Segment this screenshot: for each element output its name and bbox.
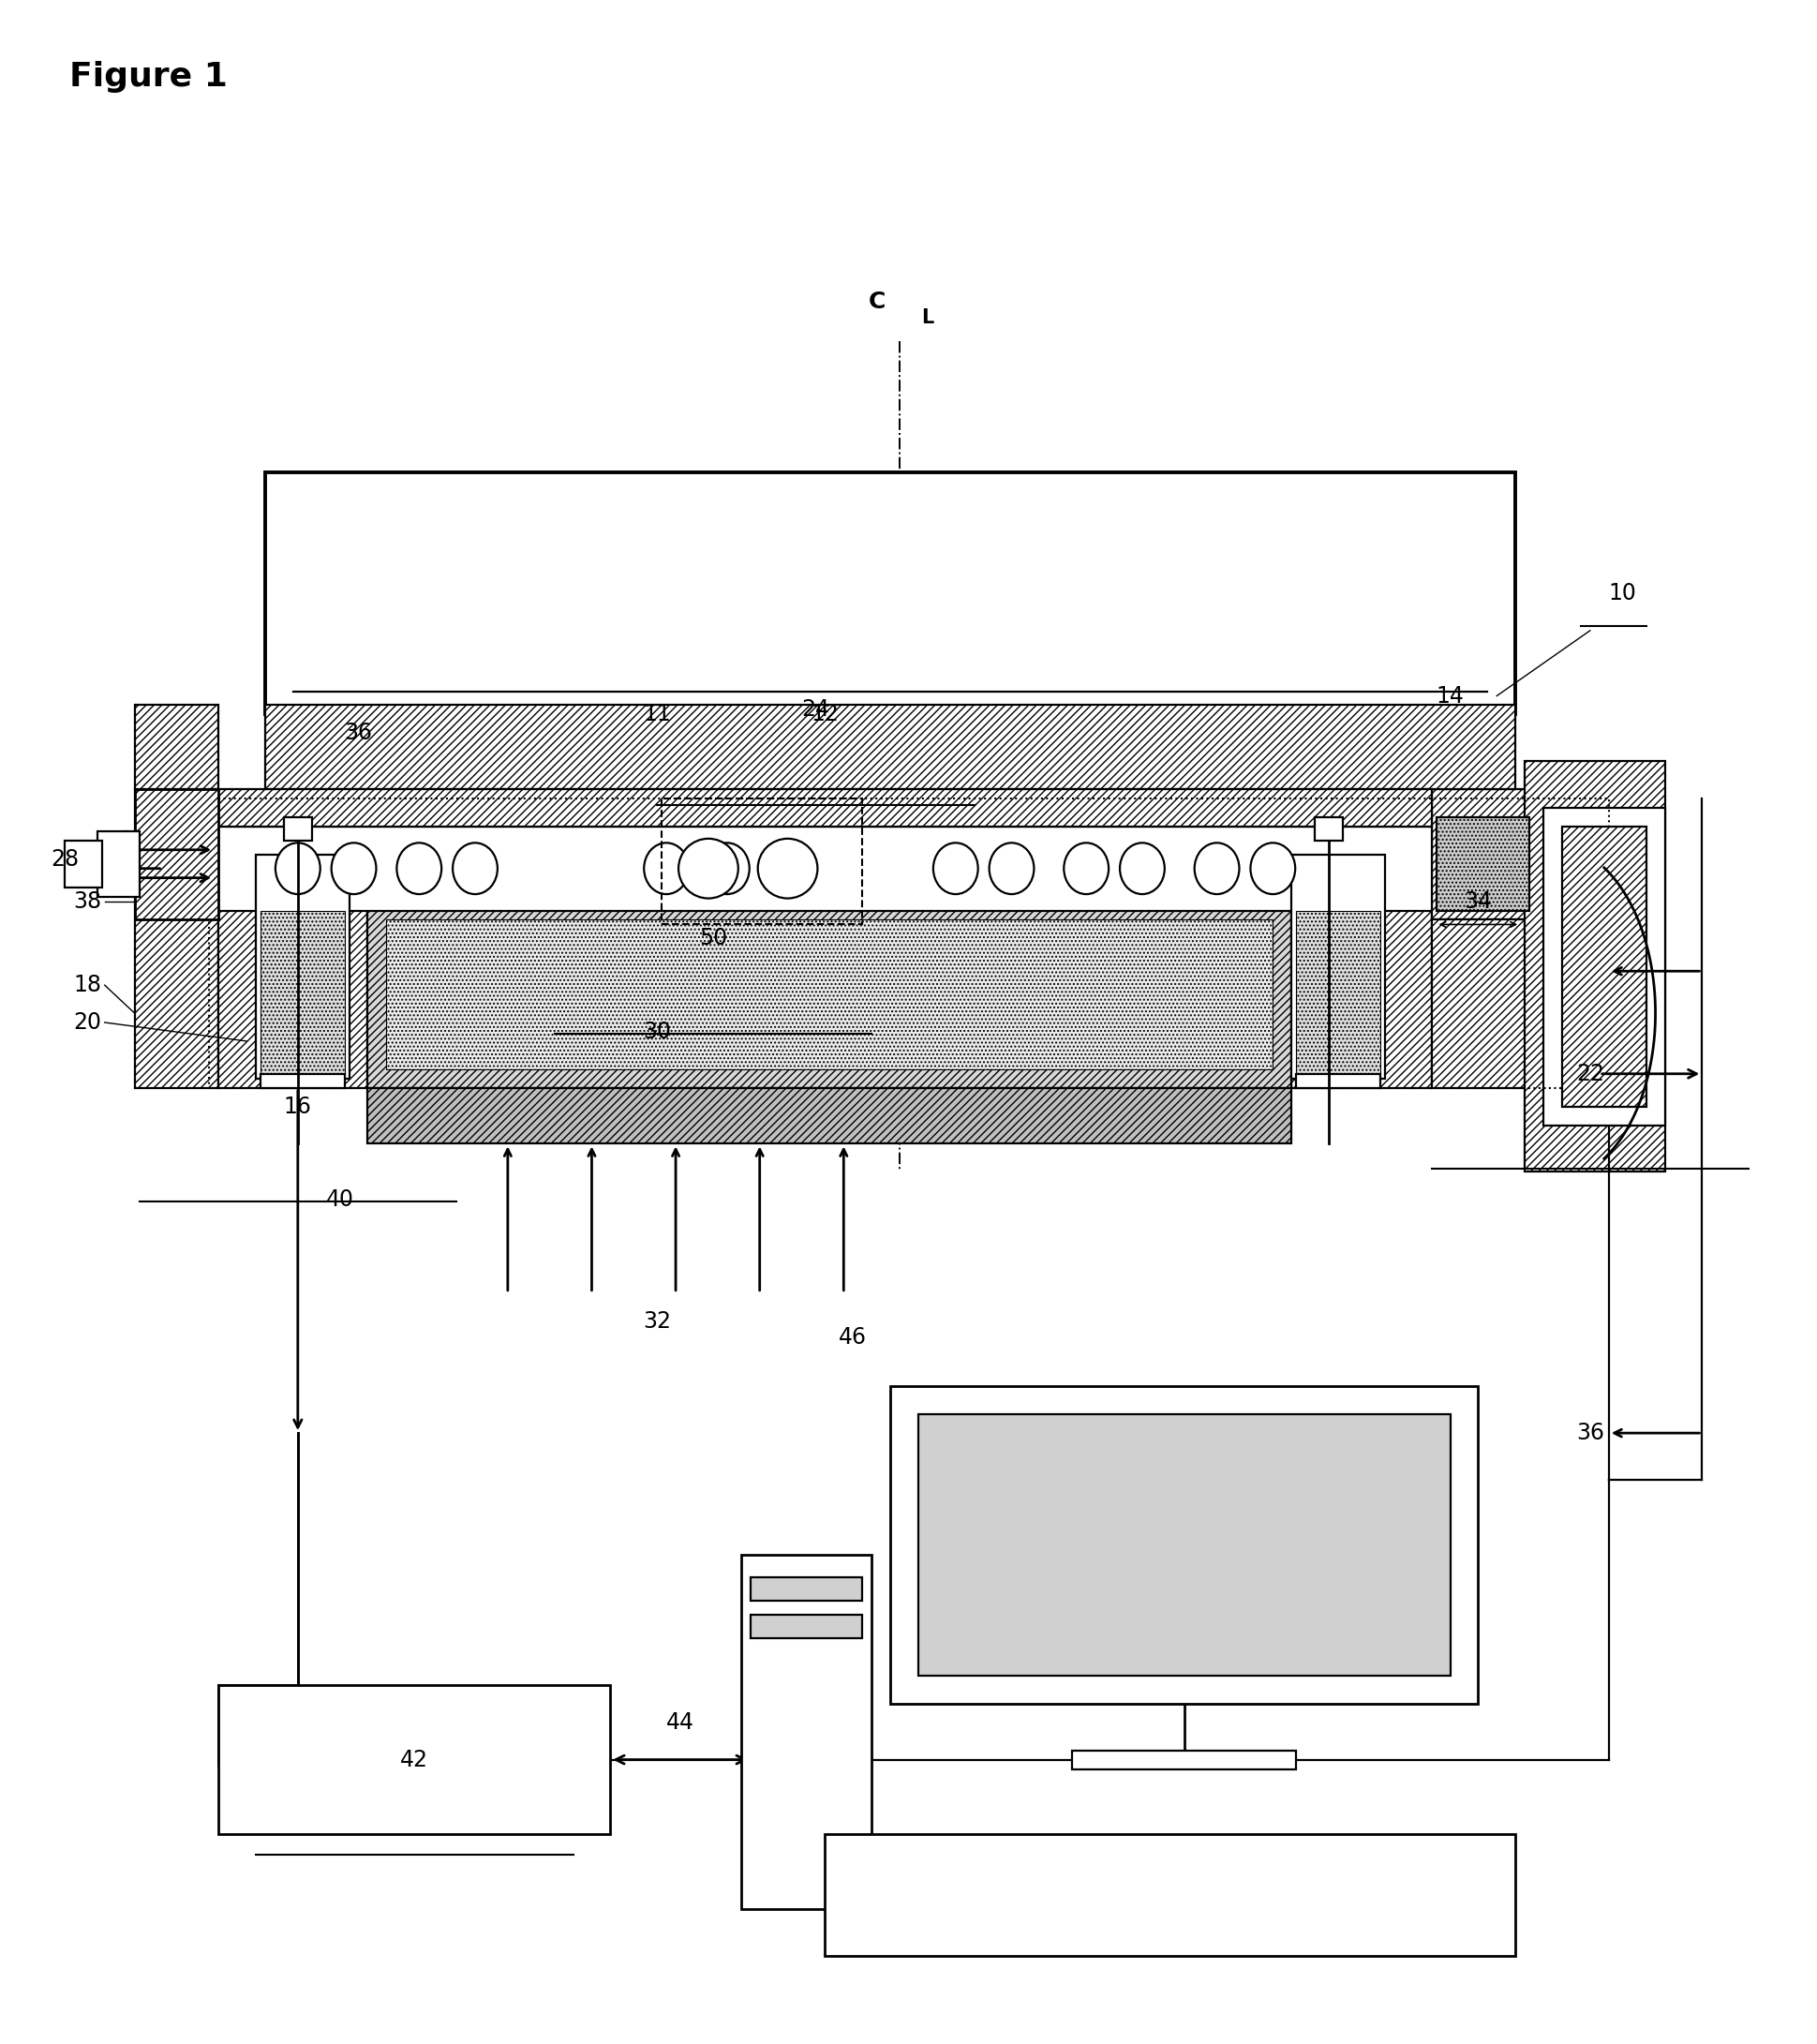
Text: 24: 24 bbox=[801, 699, 829, 722]
Bar bbox=[1543, 807, 1664, 1124]
Text: 22: 22 bbox=[1575, 1063, 1603, 1085]
Text: $\mathbf{C}$: $\mathbf{C}$ bbox=[867, 290, 885, 313]
Ellipse shape bbox=[1119, 842, 1165, 893]
Bar bbox=[367, 1087, 1290, 1145]
Ellipse shape bbox=[1250, 842, 1294, 893]
Ellipse shape bbox=[1063, 842, 1108, 893]
Text: 50: 50 bbox=[698, 928, 727, 950]
Bar bbox=[65, 840, 102, 887]
Bar bbox=[1430, 920, 1543, 1087]
Bar bbox=[661, 799, 861, 924]
Bar bbox=[209, 826, 1430, 910]
Text: 32: 32 bbox=[643, 1310, 670, 1333]
Bar bbox=[218, 826, 367, 901]
Bar bbox=[283, 818, 313, 840]
Bar bbox=[218, 1684, 611, 1833]
Bar bbox=[1435, 818, 1528, 910]
Bar bbox=[260, 1073, 343, 1087]
Circle shape bbox=[678, 838, 738, 899]
Bar bbox=[890, 1386, 1477, 1703]
Text: $\mathbf{L}$: $\mathbf{L}$ bbox=[919, 309, 934, 327]
Bar bbox=[750, 1615, 861, 1639]
Bar bbox=[918, 1414, 1450, 1676]
Bar bbox=[1561, 826, 1644, 1106]
Text: 46: 46 bbox=[838, 1327, 867, 1349]
Ellipse shape bbox=[1194, 842, 1239, 893]
Bar bbox=[367, 901, 1290, 1087]
Bar bbox=[1296, 1073, 1379, 1087]
Text: Figure 1: Figure 1 bbox=[69, 61, 227, 94]
Bar bbox=[1314, 818, 1343, 840]
Bar bbox=[265, 472, 1515, 715]
Ellipse shape bbox=[988, 842, 1034, 893]
Bar bbox=[1430, 789, 1543, 920]
Ellipse shape bbox=[276, 842, 320, 893]
Bar bbox=[750, 1578, 861, 1600]
Bar bbox=[1290, 826, 1430, 901]
Bar bbox=[825, 1833, 1515, 1956]
Bar bbox=[1524, 760, 1664, 1171]
Text: 42: 42 bbox=[400, 1748, 429, 1770]
Text: 14: 14 bbox=[1435, 685, 1463, 707]
Bar bbox=[1072, 1750, 1296, 1768]
Ellipse shape bbox=[643, 842, 689, 893]
Bar bbox=[1290, 901, 1430, 1087]
Text: 34: 34 bbox=[1463, 889, 1492, 912]
Text: 16: 16 bbox=[283, 1096, 313, 1118]
Ellipse shape bbox=[452, 842, 498, 893]
Text: 20: 20 bbox=[74, 1012, 102, 1034]
Bar bbox=[218, 901, 367, 1087]
Text: 18: 18 bbox=[74, 973, 102, 995]
Text: 12: 12 bbox=[810, 703, 839, 726]
Bar bbox=[256, 854, 349, 1079]
Ellipse shape bbox=[705, 842, 749, 893]
Bar bbox=[741, 1553, 870, 1909]
Text: 10: 10 bbox=[1608, 583, 1635, 605]
Text: 30: 30 bbox=[643, 1020, 670, 1042]
Bar bbox=[134, 789, 218, 920]
Text: 44: 44 bbox=[667, 1711, 694, 1733]
Bar bbox=[387, 920, 1272, 1069]
Bar bbox=[209, 799, 1608, 1087]
Bar bbox=[260, 910, 343, 1073]
Text: 38: 38 bbox=[74, 889, 102, 912]
Text: 28: 28 bbox=[51, 848, 78, 871]
Ellipse shape bbox=[331, 842, 376, 893]
Bar bbox=[1296, 910, 1379, 1073]
Bar bbox=[209, 789, 1430, 826]
Text: 36: 36 bbox=[1575, 1423, 1603, 1445]
Bar bbox=[134, 789, 218, 1087]
Circle shape bbox=[758, 838, 818, 899]
Ellipse shape bbox=[932, 842, 978, 893]
Bar bbox=[1290, 854, 1385, 1079]
Text: 11: 11 bbox=[643, 703, 670, 726]
Bar bbox=[134, 705, 218, 789]
Bar bbox=[96, 832, 140, 897]
Text: 36: 36 bbox=[343, 722, 372, 744]
Ellipse shape bbox=[396, 842, 442, 893]
Text: 40: 40 bbox=[325, 1188, 354, 1210]
Bar bbox=[265, 705, 1515, 789]
